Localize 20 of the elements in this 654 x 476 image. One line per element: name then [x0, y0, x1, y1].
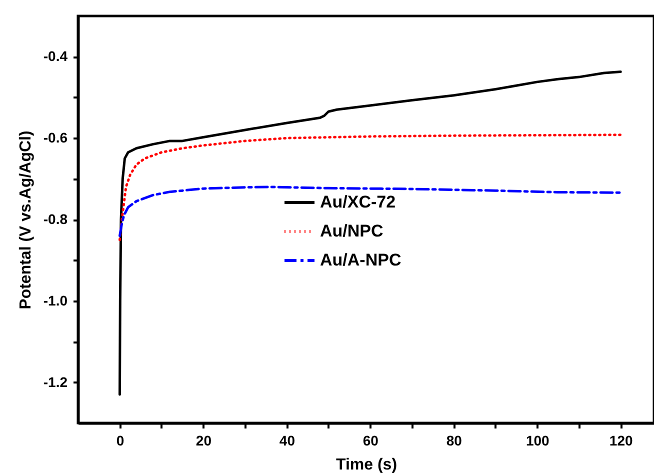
x-tick-label: 120	[609, 432, 633, 448]
x-tick-label: 80	[446, 432, 462, 448]
legend-label: Au/NPC	[320, 222, 384, 240]
legend-label: Au/A-NPC	[320, 250, 402, 270]
y-tick-label: -1.2	[43, 374, 68, 390]
line-series	[118, 134, 622, 242]
y-tick-label: -1.0	[43, 292, 68, 308]
legend-label: Au/XC-72	[320, 192, 396, 212]
y-tick-label: -0.6	[43, 130, 68, 146]
y-axis-title: Potental (V vs.Ag/AgCl)	[17, 130, 34, 310]
x-axis-title: Time (s)	[336, 456, 398, 474]
x-tick-label: 100	[526, 432, 550, 448]
x-tick-label: 0	[116, 432, 124, 448]
line-series	[118, 70, 622, 396]
x-tick-label: 20	[196, 432, 212, 448]
line-series	[118, 186, 622, 238]
y-tick-label: -0.8	[43, 211, 68, 227]
y-tick-label: -0.4	[43, 48, 68, 64]
x-tick-label: 60	[362, 432, 379, 448]
x-tick-label: 40	[279, 432, 296, 448]
